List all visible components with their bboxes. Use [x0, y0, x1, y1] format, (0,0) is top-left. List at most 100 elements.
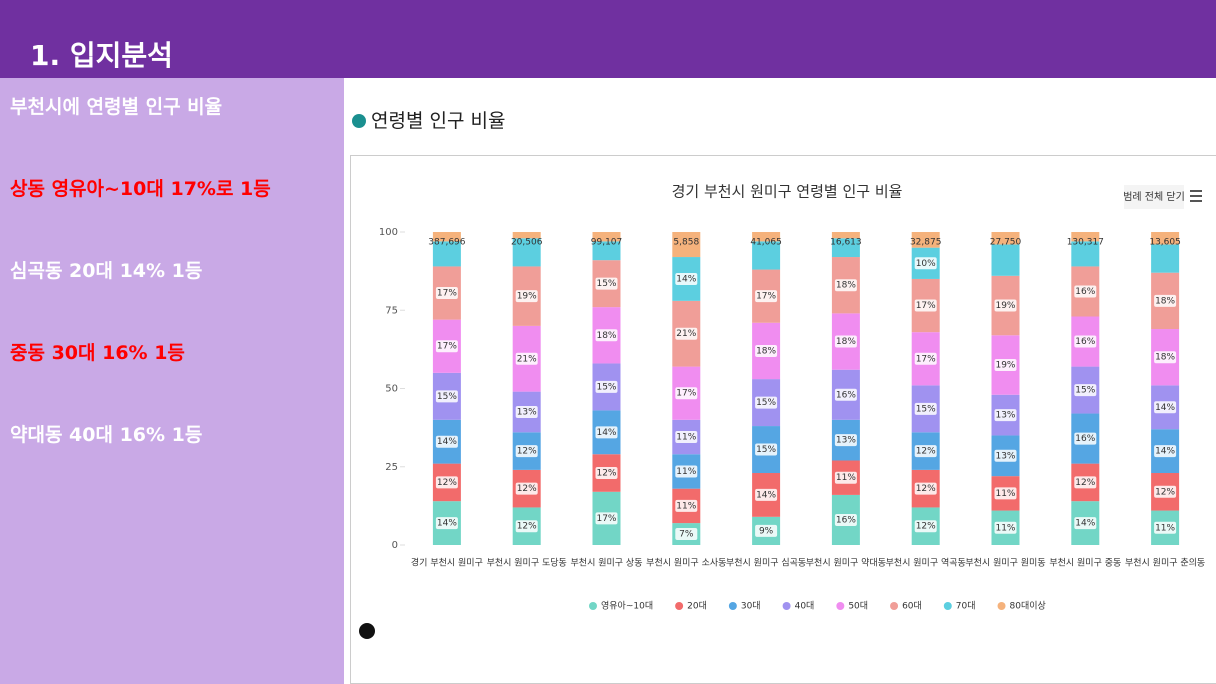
- segment-label: 16%: [1075, 287, 1095, 297]
- legend-label: 30대: [741, 601, 761, 612]
- label-box: [515, 445, 538, 458]
- segment-label: 16%: [1075, 337, 1095, 347]
- bar-segment: [512, 238, 541, 267]
- segment-label: 10%: [916, 259, 936, 269]
- slide-title: 1. 입지분석: [30, 39, 173, 72]
- x-tick-label: 부천시 원미구 원미동: [965, 558, 1045, 569]
- sidebar: 부천시에 연령별 인구 비율 상동 영유아~10대 17%로 1등 심곡동 20대 …: [0, 78, 344, 684]
- legend-swatch: [782, 602, 791, 610]
- segment-label: 15%: [756, 398, 776, 408]
- bar-segment: [592, 241, 621, 261]
- x-tick-label: 부천시 원미구 중동: [1049, 558, 1121, 569]
- bar-segment: [752, 241, 781, 270]
- segment-label: 7%: [679, 530, 694, 540]
- segment-label: 15%: [596, 382, 616, 392]
- legend-swatch: [836, 602, 845, 610]
- bar-segment: [1071, 232, 1100, 242]
- legend-label: 60대: [902, 601, 922, 612]
- segment-label: 17%: [437, 289, 457, 299]
- bar-segment: [831, 232, 860, 239]
- segment-label: 12%: [517, 484, 537, 494]
- label-box: [994, 409, 1017, 422]
- label-box: [914, 482, 937, 495]
- segment-label: 14%: [756, 490, 776, 500]
- label-box: [1154, 294, 1177, 307]
- legend-toggle[interactable]: [1124, 185, 1184, 209]
- label-box: [1074, 384, 1097, 397]
- section-heading: 연령별 인구 비율: [352, 106, 505, 133]
- label-box: [994, 299, 1017, 312]
- label-box: [595, 329, 618, 342]
- label-box: [1154, 351, 1177, 364]
- segment-label: 14%: [437, 437, 457, 447]
- label-box: [1154, 521, 1177, 534]
- y-tick-label: 50: [385, 384, 398, 395]
- segment-label: 17%: [596, 514, 616, 524]
- legend-swatch: [890, 602, 899, 610]
- y-tick-label: 25: [385, 462, 398, 473]
- segment-label: 18%: [836, 337, 856, 347]
- label-box: [994, 449, 1017, 462]
- label-box: [675, 431, 698, 444]
- label-box: [994, 521, 1017, 534]
- segment-label: 11%: [995, 523, 1015, 533]
- label-box: [1154, 401, 1177, 414]
- total-label: 16,613: [830, 238, 862, 248]
- total-label: 20,506: [511, 238, 543, 248]
- label-box: [515, 482, 538, 495]
- segment-label: 19%: [995, 301, 1015, 311]
- segment-label: 15%: [1075, 386, 1095, 396]
- segment-label: 13%: [836, 436, 856, 446]
- segment-label: 16%: [836, 515, 856, 525]
- sidebar-text: 심곡동 20대 14% 1등: [10, 260, 203, 282]
- sidebar-text: 중동 30대 16% 1등: [10, 342, 185, 364]
- label-box: [515, 405, 538, 418]
- total-label: 130,317: [1067, 238, 1104, 248]
- label-box: [515, 352, 538, 365]
- bar-segment: [592, 232, 621, 242]
- label-box: [435, 340, 458, 353]
- segment-label: 11%: [676, 501, 696, 511]
- segment-label: 11%: [1155, 523, 1175, 533]
- label-box: [675, 272, 698, 285]
- label-box: [1074, 432, 1097, 445]
- label-box: [1074, 285, 1097, 298]
- sidebar-text: 약대동 40대 16% 1등: [10, 424, 203, 446]
- logo: [359, 623, 375, 639]
- label-box: [675, 465, 698, 478]
- chart-title: 경기 부천시 원미구 연령별 인구 비율: [672, 183, 903, 201]
- label-box: [1074, 335, 1097, 348]
- icon: [352, 114, 366, 128]
- total-label: 41,065: [750, 238, 782, 248]
- total-label: 387,696: [428, 238, 465, 248]
- label-box: [755, 443, 778, 456]
- segment-label: 18%: [596, 331, 616, 341]
- menu-icon[interactable]: [1190, 190, 1202, 202]
- total-label: 27,750: [990, 238, 1022, 248]
- segment-label: 21%: [517, 354, 537, 364]
- bar-segment: [432, 241, 461, 267]
- label-box: [914, 352, 937, 365]
- legend-swatch: [589, 602, 597, 610]
- segment-label: 15%: [916, 404, 936, 414]
- segment-label: 12%: [916, 522, 936, 532]
- bar-segment: [831, 238, 860, 258]
- segment-label: 17%: [916, 354, 936, 364]
- segment-label: 15%: [596, 279, 616, 289]
- label-box: [994, 487, 1017, 500]
- legend-swatch: [943, 602, 952, 610]
- label-box: [675, 387, 698, 400]
- label-box: [435, 435, 458, 448]
- segment-label: 17%: [916, 301, 936, 311]
- legend-toggle-label[interactable]: 범례 전체 닫기: [1123, 191, 1185, 203]
- segment-label: 13%: [995, 451, 1015, 461]
- legend-label: 50대: [848, 601, 868, 612]
- x-tick-label: 부천시 원미구 춘의동: [1125, 558, 1205, 569]
- bar-segment: [1151, 244, 1180, 273]
- segment-label: 18%: [1155, 353, 1175, 363]
- label-box: [595, 467, 618, 480]
- x-tick-label: 부천시 원미구 심곡동: [726, 558, 806, 569]
- legend-swatch: [997, 602, 1006, 610]
- label-box: [914, 445, 937, 458]
- total-label: 13,605: [1149, 238, 1181, 248]
